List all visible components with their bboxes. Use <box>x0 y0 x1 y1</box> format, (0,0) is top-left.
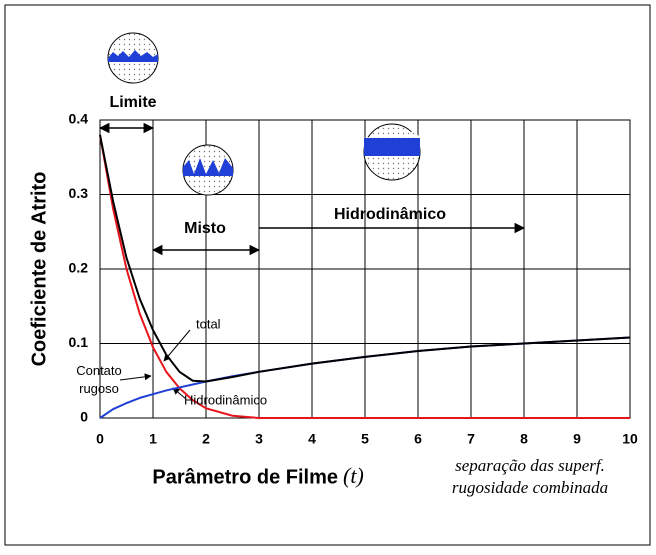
x-tick-label: 0 <box>96 431 104 447</box>
x-tick-label: 1 <box>149 431 157 447</box>
regime-label: Limite <box>109 94 156 111</box>
x-tick-label: 2 <box>202 431 210 447</box>
icons <box>107 32 421 196</box>
x-tick-label: 7 <box>467 431 475 447</box>
series-label: total <box>196 316 221 331</box>
series-label-box: Contato rugoso <box>76 363 122 396</box>
x-tick-label: 4 <box>308 431 316 447</box>
regime-label: Misto <box>184 220 226 237</box>
y-axis-label: Coeficiente de Atrito <box>28 172 50 367</box>
y-tick-label: 0.2 <box>69 260 89 276</box>
x-axis-label: Parâmetro de Filme <box>152 466 338 488</box>
series-line <box>99 134 631 383</box>
y-tick-label: 0.3 <box>69 185 89 201</box>
x-tick-label: 8 <box>520 431 528 447</box>
icon-misto <box>182 144 234 196</box>
x-tick-label: 10 <box>622 431 638 447</box>
y-tick-label: 0.1 <box>69 334 89 350</box>
frame <box>4 4 651 546</box>
x-axis-note: separação das superf. <box>455 456 605 475</box>
x-tick-label: 3 <box>255 431 263 447</box>
x-tick-label: 5 <box>361 431 369 447</box>
x-tick-label: 6 <box>414 431 422 447</box>
x-tick-label: 9 <box>573 431 581 447</box>
y-tick-label: 0 <box>80 409 88 425</box>
series-line <box>99 134 630 419</box>
icon-hidro <box>363 123 421 181</box>
series-label: Hidrodinâmico <box>184 392 267 407</box>
series-label: Contato rugoso <box>76 363 122 396</box>
icon-limite <box>107 32 159 84</box>
x-axis-note: rugosidade combinada <box>452 478 608 497</box>
y-tick-label: 0.4 <box>69 111 89 127</box>
x-axis-symbol: (t) <box>343 463 364 488</box>
regime-label: Hidrodinâmico <box>334 206 446 223</box>
